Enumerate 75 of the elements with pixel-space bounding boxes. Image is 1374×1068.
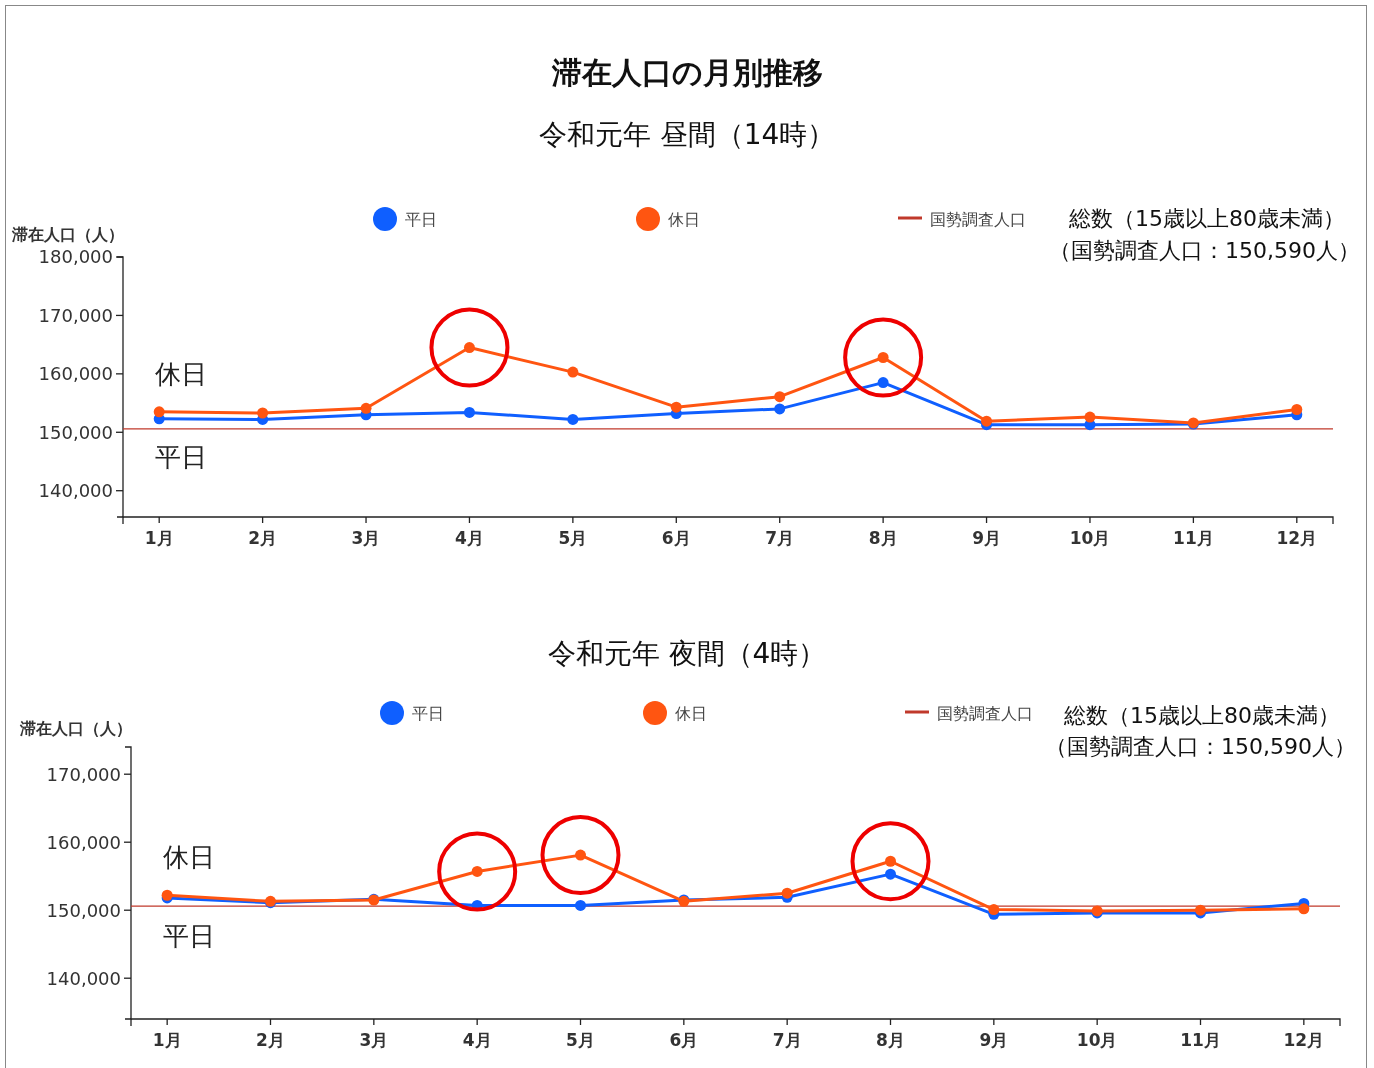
x-tick-label: 11月	[1180, 1029, 1221, 1050]
chart-subtitle: 令和元年 昼間（14時）	[538, 117, 836, 151]
legend-label: 休日	[675, 703, 707, 723]
x-tick-label: 7月	[772, 1029, 802, 1050]
x-tick-label: 4月	[455, 527, 484, 548]
x-tick-label: 1月	[152, 1029, 182, 1050]
x-tick-label: 2月	[248, 527, 278, 548]
point	[981, 415, 993, 427]
point	[877, 351, 889, 363]
annotation: （国勢調査人口：150,590人）	[1049, 237, 1360, 263]
legend-label: 国勢調査人口	[937, 703, 1033, 723]
legend-label: 国勢調査人口	[930, 209, 1026, 229]
y-tick-label: 160,000	[38, 363, 113, 385]
x-tick-label: 8月	[876, 1029, 905, 1050]
legend-label: 平日	[405, 209, 437, 229]
legend-label: 平日	[412, 703, 444, 723]
x-tick-label: 7月	[765, 527, 795, 548]
annotation: （国勢調査人口：150,590人）	[1045, 733, 1356, 759]
point	[567, 366, 579, 378]
text: 平日	[163, 921, 215, 952]
point	[471, 865, 483, 877]
y-tick-label: 180,000	[38, 246, 113, 268]
x-tick-label: 5月	[558, 527, 588, 548]
x-tick-label: 4月	[462, 1029, 492, 1050]
point	[567, 413, 579, 425]
x-tick-label: 10月	[1076, 1029, 1118, 1050]
point	[885, 868, 896, 880]
point	[575, 899, 586, 911]
point	[670, 401, 682, 413]
point	[575, 849, 586, 861]
chart-title: 令和元年 夜間（4時）	[547, 636, 827, 670]
point	[153, 406, 165, 418]
x-tick-label: 8月	[868, 527, 898, 548]
point	[988, 904, 1000, 916]
y-axis-title: 滞在人口（人）	[19, 718, 132, 738]
text: 総数（15歳以上80歳未満）	[1068, 205, 1345, 231]
x-tick-label: 10月	[1069, 527, 1111, 548]
point	[877, 377, 889, 389]
text: 平日	[155, 441, 207, 472]
text: 総数（15歳以上80歳未満）	[1063, 702, 1340, 728]
point	[1084, 411, 1096, 423]
x-tick-label: 1月	[144, 527, 174, 548]
y-tick-label: 150,000	[46, 899, 121, 921]
y-tick-label: 140,000	[38, 480, 113, 502]
x-tick-label: 3月	[359, 1029, 389, 1050]
x-tick-label: 2月	[256, 1029, 285, 1050]
x-tick-label: 11月	[1173, 527, 1214, 548]
point	[360, 402, 372, 414]
x-tick-label: 9月	[979, 1029, 1009, 1050]
y-tick-label: 140,000	[46, 967, 121, 989]
point	[1298, 903, 1310, 915]
x-tick-label: 12月	[1283, 1029, 1325, 1050]
point	[781, 887, 793, 899]
y-tick-label: 170,000	[38, 304, 113, 326]
x-tick-label: 12月	[1276, 527, 1318, 548]
point	[463, 406, 475, 418]
chart-title: 滞在人口の月別推移	[550, 54, 823, 90]
x-tick-label: 5月	[566, 1029, 595, 1050]
point	[463, 342, 475, 354]
point	[774, 391, 786, 403]
point	[1291, 403, 1303, 415]
y-tick-label: 160,000	[46, 831, 121, 853]
point	[774, 403, 786, 415]
x-tick-label: 3月	[351, 527, 381, 548]
text: 休日	[163, 842, 215, 873]
y-axis-title: 滞在人口（人）	[11, 224, 124, 244]
y-tick-label: 170,000	[46, 763, 121, 785]
point	[257, 407, 269, 419]
legend-label: 休日	[668, 209, 700, 229]
x-tick-label: 9月	[972, 527, 1001, 548]
x-tick-label: 6月	[661, 527, 691, 548]
text: 休日	[155, 358, 207, 389]
x-tick-label: 6月	[669, 1029, 699, 1050]
y-tick-label: 150,000	[38, 421, 113, 443]
point	[885, 855, 896, 867]
